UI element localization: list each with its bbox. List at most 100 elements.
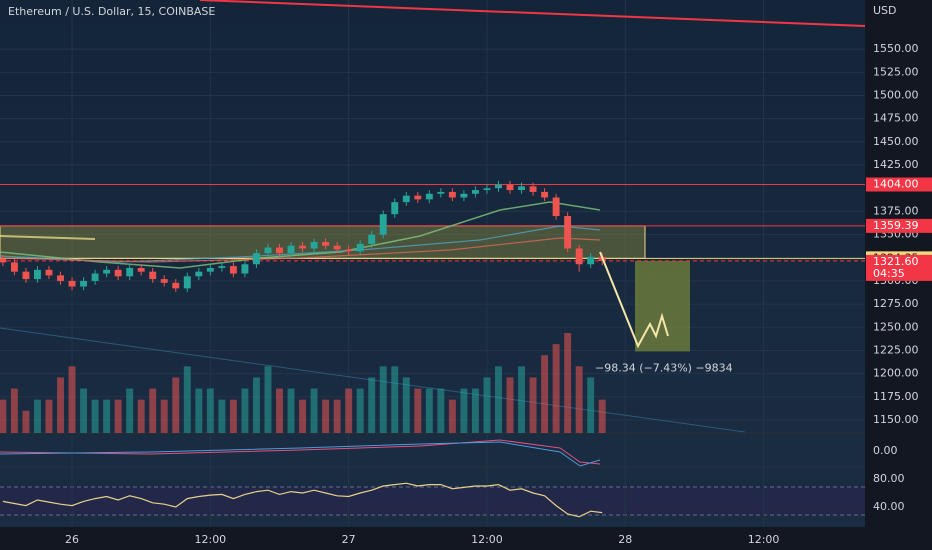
volume-bar xyxy=(483,377,491,433)
volume-bar xyxy=(149,388,157,433)
macd-tick-label: 0.00 xyxy=(873,444,898,457)
candle-body xyxy=(356,243,364,252)
volume-bar xyxy=(356,388,364,433)
volume-bar xyxy=(598,399,606,433)
volume-bar xyxy=(114,399,122,433)
volume-bar xyxy=(218,399,226,433)
candle-body xyxy=(114,269,122,277)
volume-bar xyxy=(91,399,99,433)
candle-body xyxy=(10,262,18,272)
candle-body xyxy=(195,271,203,277)
price-tag xyxy=(866,254,932,281)
y-tick-label: 1250.00 xyxy=(873,320,919,333)
candle-body xyxy=(460,193,468,198)
candle-body xyxy=(310,241,318,249)
volume-bar xyxy=(172,377,180,433)
rsi-band xyxy=(0,487,865,515)
candle-body xyxy=(299,245,307,249)
candle-body xyxy=(149,271,157,280)
y-tick-label: 1175.00 xyxy=(873,390,919,403)
volume-bar xyxy=(587,377,595,433)
y-tick-label: 1475.00 xyxy=(873,112,919,125)
volume-bar xyxy=(460,388,468,433)
price-tag-label: 1404.00 xyxy=(873,178,919,191)
volume-bar xyxy=(80,388,88,433)
volume-bar xyxy=(333,399,341,433)
volume-bar xyxy=(45,399,53,433)
volume-bar xyxy=(322,399,330,433)
candle-body xyxy=(206,267,214,272)
rsi-line xyxy=(2,482,603,518)
x-tick-label: 12:00 xyxy=(471,533,503,546)
candle-body xyxy=(322,241,330,246)
candle-body xyxy=(252,253,260,265)
volume-bar xyxy=(22,410,30,433)
candle-body xyxy=(471,190,479,194)
candle-body xyxy=(57,275,64,281)
volume-bar xyxy=(575,366,583,433)
candle-body xyxy=(68,280,76,287)
countdown-label: 04:35 xyxy=(873,267,905,280)
y-tick-label: 1450.00 xyxy=(873,135,919,148)
trend-line xyxy=(199,0,866,27)
candle-body xyxy=(575,248,583,265)
candle-body xyxy=(103,269,111,274)
volume-bar xyxy=(448,399,456,433)
macd-line xyxy=(0,441,601,467)
candle-body xyxy=(229,266,237,274)
currency-label: USD xyxy=(873,4,897,17)
volume xyxy=(0,333,606,433)
volume-bar xyxy=(276,388,283,433)
x-tick-label: 12:00 xyxy=(748,533,780,546)
volume-bar xyxy=(34,399,41,433)
volume-bar xyxy=(103,399,111,433)
candle-body xyxy=(529,186,537,192)
x-tick-label: 12:00 xyxy=(194,533,226,546)
volume-bar xyxy=(0,399,7,433)
volume-bar xyxy=(68,366,76,433)
candle-body xyxy=(506,184,514,191)
candle-body xyxy=(91,273,99,281)
volume-bar xyxy=(183,366,191,433)
volume-bar xyxy=(160,399,168,433)
volume-bar xyxy=(252,377,260,433)
candle-body xyxy=(402,195,410,203)
x-tick-label: 28 xyxy=(618,533,632,546)
candle-body xyxy=(287,245,295,254)
volume-bar xyxy=(391,366,399,433)
volume-bar xyxy=(299,399,307,433)
candle-body xyxy=(541,191,549,198)
projection-path xyxy=(599,251,669,349)
moving-average xyxy=(0,201,601,269)
volume-bar xyxy=(206,388,214,433)
volume-bar xyxy=(495,366,502,433)
volume-bar xyxy=(229,399,237,433)
candle-body xyxy=(333,245,341,250)
labels: 1150.00 1175.00 1200.00 1225.00 1250.00 1275.… xyxy=(65,42,932,546)
candle-body xyxy=(518,186,525,191)
rsi-tick-label: 80.00 xyxy=(873,472,905,485)
candle-body xyxy=(241,264,249,274)
candle-body xyxy=(172,282,180,289)
volume-bar xyxy=(437,388,445,433)
plot-background xyxy=(0,0,865,527)
candle-body xyxy=(34,269,41,280)
volume-bar xyxy=(137,399,145,433)
candle-body xyxy=(368,234,376,244)
candle-body xyxy=(183,276,191,289)
candle-body xyxy=(160,279,168,283)
trend-line xyxy=(0,235,96,240)
candle-body xyxy=(495,184,502,189)
candle-body xyxy=(448,191,456,198)
volume-bar xyxy=(564,333,572,433)
volume-bar xyxy=(414,388,422,433)
y-tick-label: 1200.00 xyxy=(873,367,919,380)
y-tick-label: 1500.00 xyxy=(873,89,919,102)
volume-bar xyxy=(529,377,537,433)
candle-body xyxy=(80,280,88,287)
volume-bar xyxy=(471,388,479,433)
candle-body xyxy=(414,195,422,200)
candle-body xyxy=(379,214,387,235)
price-tag xyxy=(866,218,932,233)
